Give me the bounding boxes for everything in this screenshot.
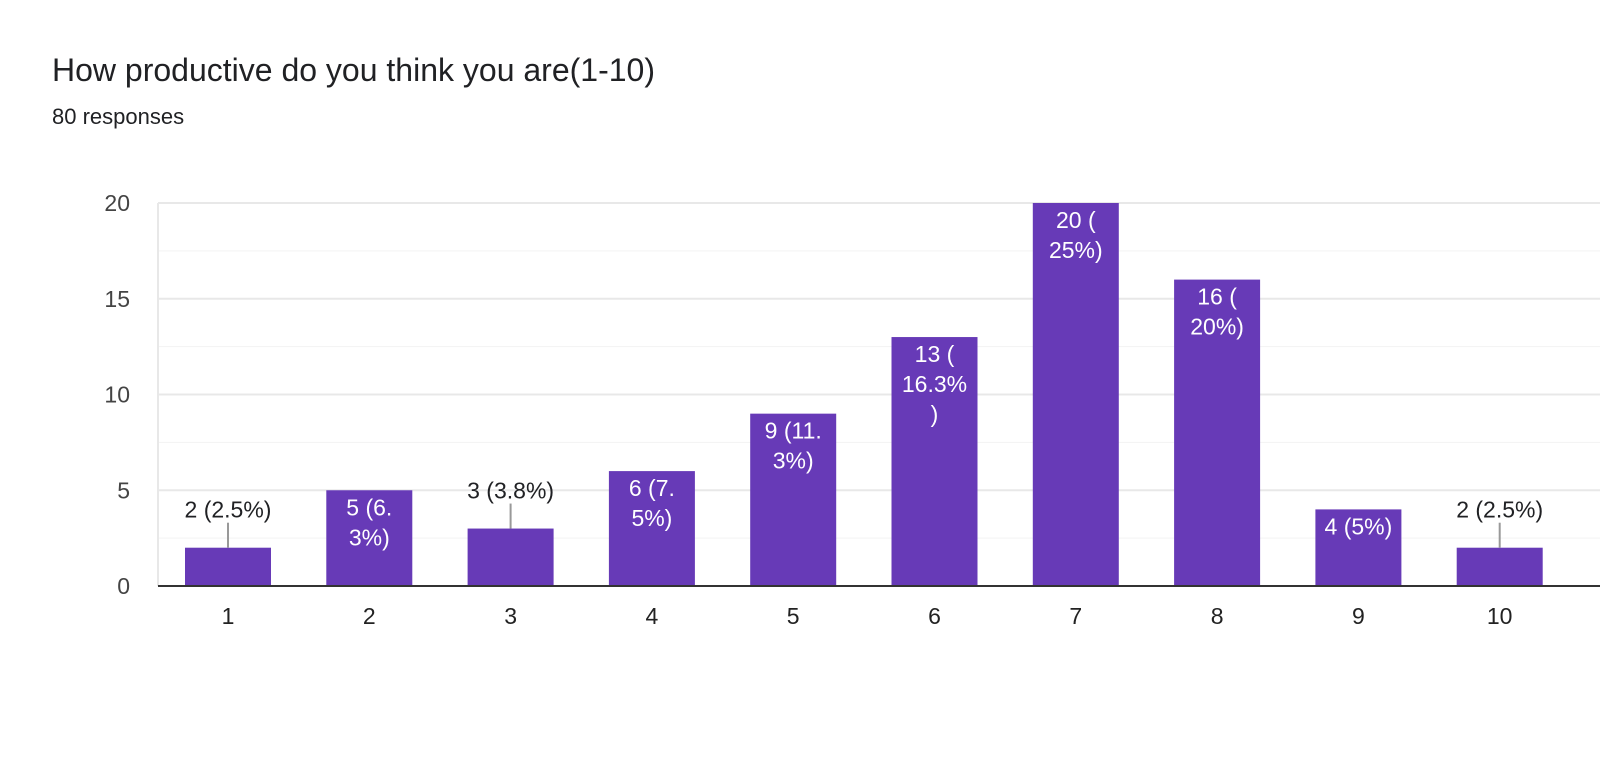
bar xyxy=(891,337,978,586)
data-label: 3%) xyxy=(773,448,814,474)
bar xyxy=(185,547,271,586)
bar xyxy=(1456,547,1543,586)
data-label: 9 (11. xyxy=(765,418,822,444)
data-label: 3 (3.8%) xyxy=(467,478,554,504)
bar xyxy=(326,490,413,586)
x-tick-label: 9 xyxy=(1352,603,1365,629)
data-label: 4 (5%) xyxy=(1325,513,1393,539)
bar xyxy=(1174,279,1261,586)
x-tick-label: 6 xyxy=(928,603,941,629)
x-tick-label: 5 xyxy=(787,603,800,629)
response-count: 80 responses xyxy=(52,104,185,129)
y-tick-label: 0 xyxy=(117,573,130,599)
data-label: 3%) xyxy=(349,524,390,550)
x-tick-label: 2 xyxy=(363,603,376,629)
x-tick-label: 10 xyxy=(1487,603,1513,629)
x-tick-label: 8 xyxy=(1211,603,1224,629)
data-label: 16.3% xyxy=(902,371,967,397)
bar xyxy=(608,471,695,586)
x-tick-label: 4 xyxy=(646,603,659,629)
bar xyxy=(750,413,837,586)
data-label: 2 (2.5%) xyxy=(1456,497,1543,523)
x-tick-label: 1 xyxy=(222,603,235,629)
bar xyxy=(467,528,554,586)
data-label: 5 (6. xyxy=(346,494,392,520)
y-tick-label: 20 xyxy=(104,190,130,216)
data-label: 13 ( xyxy=(915,341,955,367)
data-label: 6 (7. xyxy=(629,475,675,501)
y-tick-label: 15 xyxy=(104,286,130,312)
x-tick-label: 3 xyxy=(504,603,517,629)
data-label: 5%) xyxy=(631,505,672,531)
y-tick-label: 10 xyxy=(104,382,130,408)
bar xyxy=(1315,509,1402,586)
chart-title: How productive do you think you are(1-10… xyxy=(52,52,655,88)
bar xyxy=(1032,203,1119,586)
x-tick-label: 7 xyxy=(1069,603,1082,629)
data-label: 20%) xyxy=(1190,314,1244,340)
data-label: 20 ( xyxy=(1056,207,1096,233)
y-tick-label: 5 xyxy=(117,477,130,503)
data-label: ) xyxy=(931,401,939,427)
data-label: 2 (2.5%) xyxy=(185,497,272,523)
data-label: 16 ( xyxy=(1197,284,1237,310)
data-label: 25%) xyxy=(1049,237,1103,263)
